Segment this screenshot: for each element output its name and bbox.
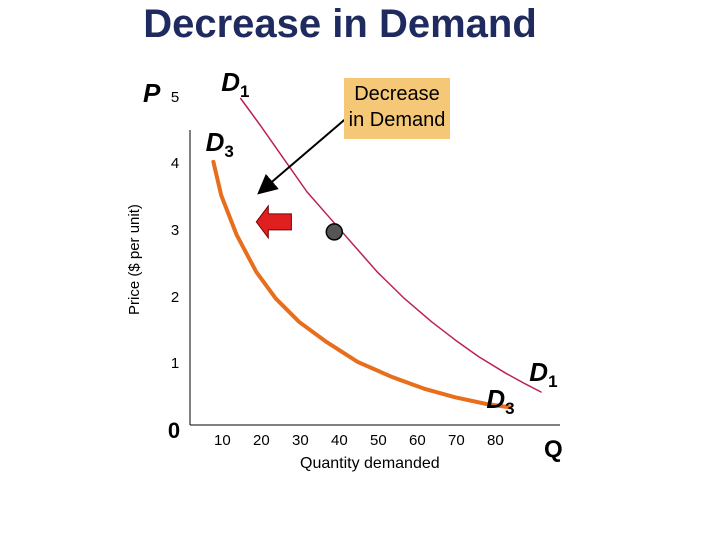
x-tick-label: 50 — [370, 432, 387, 449]
curve-label-d3: D3 — [205, 127, 234, 162]
y-tick-label: 0 — [167, 418, 181, 443]
demand-curve-d1 — [239, 97, 542, 393]
y-axis-label: Price ($ per unit) — [126, 204, 143, 315]
curve-label-d1: D1 — [529, 357, 558, 392]
x-tick-label: 10 — [214, 432, 231, 449]
annotation-arrow — [257, 117, 347, 195]
demand-curve-d3 — [211, 159, 512, 410]
x-axis-label: Quantity demanded — [300, 455, 440, 472]
y-tick-label: 4 — [170, 155, 180, 173]
x-tick-label: 60 — [409, 432, 426, 449]
y-tick-label: 3 — [170, 221, 180, 239]
annotation-box: Decrease in Demand — [344, 78, 450, 139]
p-axis-label: P — [143, 78, 161, 108]
chart-title: Decrease in Demand — [143, 2, 537, 46]
y-tick-label: 2 — [170, 288, 180, 306]
shift-arrow — [255, 204, 292, 240]
y-tick-label: 1 — [170, 355, 180, 373]
curve-label-d1: D1 — [221, 67, 250, 102]
x-tick-label: 40 — [331, 432, 348, 449]
q-axis-label: Q — [544, 436, 563, 463]
equilibrium-point — [325, 223, 344, 241]
y-tick-label: 5 — [170, 88, 180, 106]
x-tick-label: 20 — [253, 432, 270, 449]
x-tick-label: 70 — [448, 432, 465, 449]
x-tick-label: 30 — [292, 432, 309, 449]
x-tick-label: 80 — [487, 432, 504, 449]
curve-label-d3: D3 — [486, 383, 515, 418]
